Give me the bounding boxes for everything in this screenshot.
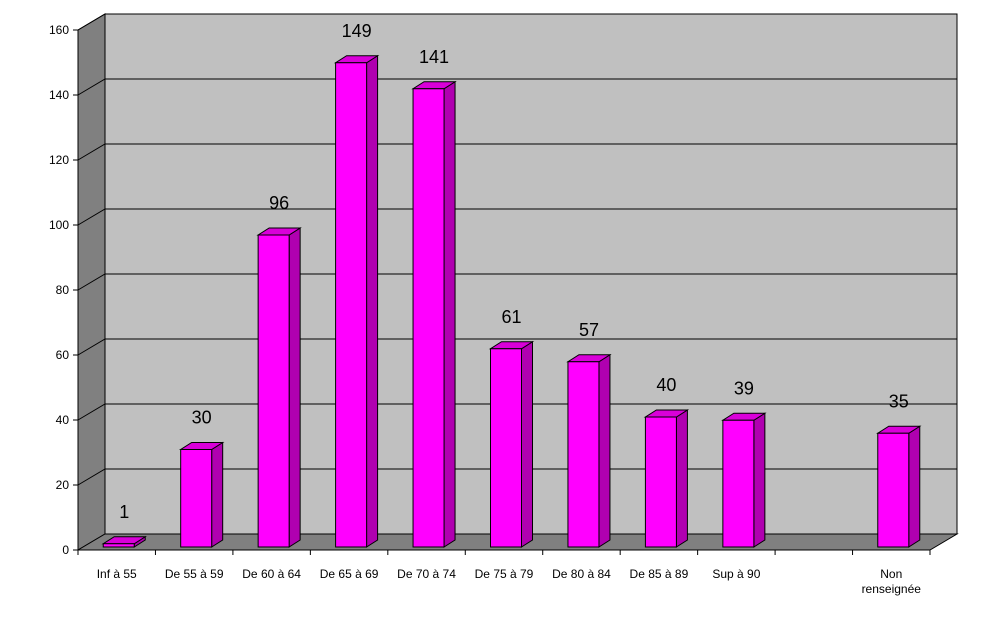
data-label: 149: [342, 21, 372, 41]
gridline: [77, 338, 957, 356]
data-label: 30: [192, 408, 212, 428]
y-tick-label: 120: [49, 153, 69, 167]
bar: [178, 441, 225, 548]
x-tick-label: Sup à 90: [712, 567, 760, 581]
bar-side: [211, 441, 224, 548]
x-tick-label: De 70 à 74: [397, 567, 456, 581]
bar: [411, 80, 457, 548]
y-tick-label: 160: [49, 23, 69, 37]
bar-side: [521, 340, 533, 548]
bar-front: [102, 543, 135, 548]
gridline: [77, 273, 957, 291]
gridline: [77, 13, 957, 31]
x-tick-label: De 75 à 79: [475, 567, 534, 581]
bar: [566, 353, 612, 548]
data-labels: 1 30 96 149 141 61 57 40 39 35: [119, 21, 909, 522]
data-label: 141: [419, 47, 449, 67]
bar-side: [675, 409, 688, 548]
bar-side: [443, 80, 456, 548]
data-label: 96: [269, 193, 289, 213]
x-tick-label: De 60 à 64: [242, 567, 301, 581]
bar-front: [257, 234, 290, 548]
bar: [721, 412, 767, 548]
data-label: 61: [501, 307, 521, 327]
bar: [488, 340, 535, 548]
bar: [101, 535, 147, 548]
bar: [333, 54, 380, 548]
bars: [101, 54, 922, 548]
gridlines: [77, 13, 957, 486]
bar-side: [366, 54, 379, 548]
x-tick-label: De 55 à 59: [165, 567, 224, 581]
x-tick-label: De 85 à 89: [630, 567, 689, 581]
y-tick-label: 60: [56, 348, 70, 362]
bar-front: [877, 432, 910, 548]
y-tick-label: 0: [62, 543, 69, 557]
bar-side: [908, 425, 921, 548]
y-tick-label: 80: [56, 283, 70, 297]
bar-front: [567, 361, 600, 548]
y-tick-label: 40: [56, 413, 70, 427]
bar-front: [722, 419, 755, 548]
data-label: 1: [119, 502, 129, 522]
gridline: [77, 403, 957, 421]
bar-front: [644, 416, 677, 548]
bar-front: [180, 449, 213, 548]
data-label: 57: [579, 320, 599, 340]
y-tick-label: 20: [56, 478, 70, 492]
gridline: [77, 208, 957, 226]
x-tick-label: Inf à 55: [97, 567, 137, 581]
bar: [876, 425, 922, 548]
data-label: 39: [734, 378, 754, 398]
bar-front: [335, 62, 368, 548]
x-tick-label: Non renseignée: [862, 567, 922, 596]
bar: [643, 409, 690, 548]
x-tick-label: De 80 à 84: [552, 567, 611, 581]
bar-front: [412, 88, 445, 548]
gridline: [77, 143, 957, 161]
y-tick-label: 100: [49, 218, 69, 232]
y-tick-label: 140: [49, 88, 69, 102]
gridline: [77, 78, 957, 96]
data-label: 35: [889, 391, 909, 411]
bar-front: [490, 348, 522, 548]
bar-side: [753, 412, 766, 548]
bar: [256, 227, 302, 548]
bar-side: [288, 227, 301, 548]
x-tick-label: De 65 à 69: [320, 567, 379, 581]
data-label: 40: [656, 375, 676, 395]
bar-side: [598, 353, 611, 548]
